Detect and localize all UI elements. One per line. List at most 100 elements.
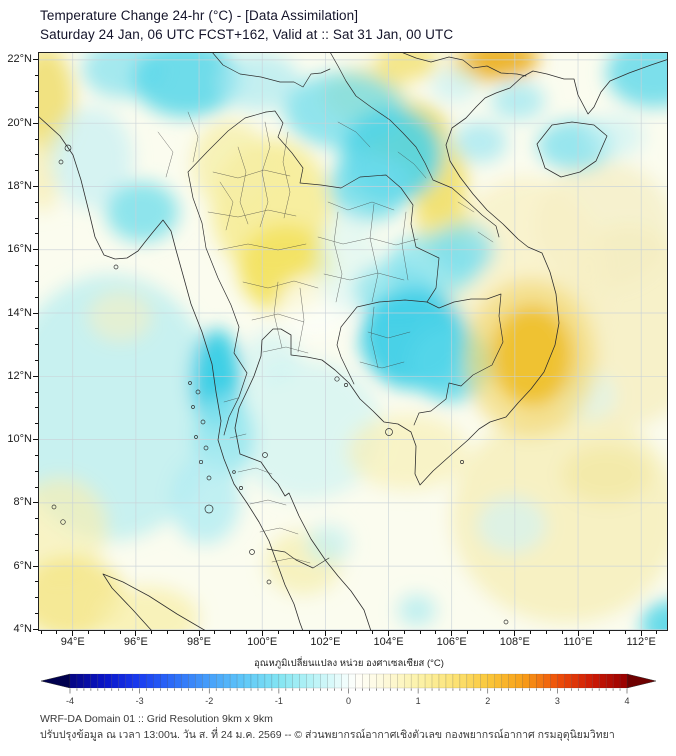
lat-tick-label: 22°N	[7, 53, 32, 66]
colorbar-segment	[69, 673, 78, 689]
coastline-hainan	[536, 121, 608, 178]
colorbar-segment	[195, 673, 203, 689]
x-axis-minor-tick	[245, 631, 247, 634]
colorbar-segment	[355, 673, 363, 689]
lon-tick-label: 98°E	[187, 636, 212, 648]
x-axis-minor-tick	[419, 631, 421, 634]
x-axis-minor-tick	[624, 631, 626, 634]
colorbar-tick-label: -3	[136, 696, 144, 706]
colorbar-segment	[598, 673, 607, 689]
colorbar-segment	[501, 673, 509, 689]
colorbar-segment	[320, 673, 328, 689]
colorbar-segment	[83, 673, 92, 689]
x-axis-minor-tick	[609, 631, 611, 634]
colorbar-segment	[132, 673, 140, 689]
x-axis-minor-tick	[482, 631, 484, 634]
colorbar-segment	[216, 673, 224, 689]
colorbar-segment	[250, 673, 259, 689]
colorbar-tick-label: -1	[275, 696, 283, 706]
coastline-sumatra	[102, 573, 207, 631]
colorbar-segment	[76, 673, 85, 689]
map-canvas	[38, 52, 668, 631]
lat-tick-label: 12°N	[7, 369, 32, 382]
colorbar-segment	[209, 673, 217, 689]
colorbar-segment	[299, 673, 307, 689]
x-axis-major-tick	[640, 631, 642, 636]
x-axis-major-tick	[198, 631, 200, 636]
colorbar-segment	[292, 673, 300, 689]
lon-tick-label: 96°E	[123, 636, 148, 648]
field-blob	[306, 525, 351, 563]
colorbar-right-arrow	[626, 673, 657, 689]
colorbar-segment	[167, 673, 175, 689]
x-axis-major-tick	[324, 631, 326, 636]
colorbar-segment	[480, 673, 488, 689]
field-blob	[347, 414, 468, 491]
colorbar: -4 -3 -2 -1 0 1 2 3 4	[40, 673, 657, 706]
province-borders	[157, 111, 494, 564]
colorbar-segment	[243, 673, 252, 689]
colorbar-segment	[278, 673, 287, 689]
lon-tick-label: 112°E	[626, 636, 656, 648]
colorbar-segment	[285, 673, 293, 689]
lon-tick-label: 104°E	[373, 636, 404, 648]
x-axis-minor-tick	[593, 631, 595, 634]
colorbar-tick-label: 4	[624, 696, 629, 706]
colorbar-segment	[264, 673, 273, 689]
colorbar-segment	[139, 673, 147, 689]
colorbar-segment	[424, 673, 433, 689]
title-block: Temperature Change 24-hr (°C) - [Data As…	[40, 7, 453, 44]
x-axis-minor-tick	[277, 631, 279, 634]
colorbar-segment	[153, 673, 161, 689]
x-axis-minor-tick	[372, 631, 374, 634]
colorbar-tick-label: 2	[485, 696, 490, 706]
field-blob	[491, 305, 574, 407]
country-borders	[187, 52, 527, 569]
map-title: Temperature Change 24-hr (°C) - [Data As…	[40, 8, 359, 23]
colorbar-segment	[306, 673, 314, 689]
colorbar-segment	[376, 673, 384, 689]
colorbar-segment	[271, 673, 280, 689]
colorbar-segment	[522, 673, 530, 689]
field-blob	[562, 445, 651, 503]
field-blob	[398, 594, 436, 627]
colorbar-segment	[487, 673, 495, 689]
colorbar-segment	[348, 673, 356, 689]
lon-tick-label: 100°E	[247, 636, 278, 648]
colorbar-segment	[334, 673, 342, 689]
field-blob	[641, 601, 668, 631]
x-axis-minor-tick	[466, 631, 468, 634]
colorbar-segment	[160, 673, 168, 689]
colorbar-segment	[473, 673, 481, 689]
colorbar-segment	[612, 673, 621, 689]
x-axis-minor-tick	[88, 631, 90, 634]
colorbar-segment	[591, 673, 600, 689]
x-axis-minor-tick	[498, 631, 500, 634]
colorbar-segment	[466, 673, 475, 689]
colorbar-segment	[362, 673, 370, 689]
x-axis-minor-tick	[656, 631, 658, 634]
colorbar-segment	[257, 673, 266, 689]
colorbar-segment	[188, 673, 196, 689]
colorbar-segment	[236, 673, 245, 689]
field-blob	[606, 52, 668, 108]
x-axis-minor-tick	[403, 631, 405, 634]
border-china-laos	[211, 52, 331, 88]
field-blob	[375, 52, 440, 81]
colorbar-segment	[459, 673, 468, 689]
colorbar-segment	[564, 673, 572, 689]
footer-block: WRF-DA Domain 01 :: Grid Resolution 9km …	[40, 712, 615, 743]
x-axis-major-tick	[577, 631, 579, 636]
colorbar-segment	[571, 673, 579, 689]
colorbar-segment	[605, 673, 614, 689]
lat-tick-label: 18°N	[7, 179, 32, 192]
x-axis-minor-tick	[230, 631, 232, 634]
colorbar-segment	[341, 673, 349, 689]
colorbar-segment	[369, 673, 377, 689]
lon-tick-label: 108°E	[499, 636, 530, 648]
x-axis-minor-tick	[119, 631, 121, 634]
colorbar-segment	[383, 673, 391, 689]
border-malaysia-thailand	[266, 548, 330, 569]
field-blob	[477, 496, 547, 554]
colorbar-segment	[410, 673, 419, 689]
